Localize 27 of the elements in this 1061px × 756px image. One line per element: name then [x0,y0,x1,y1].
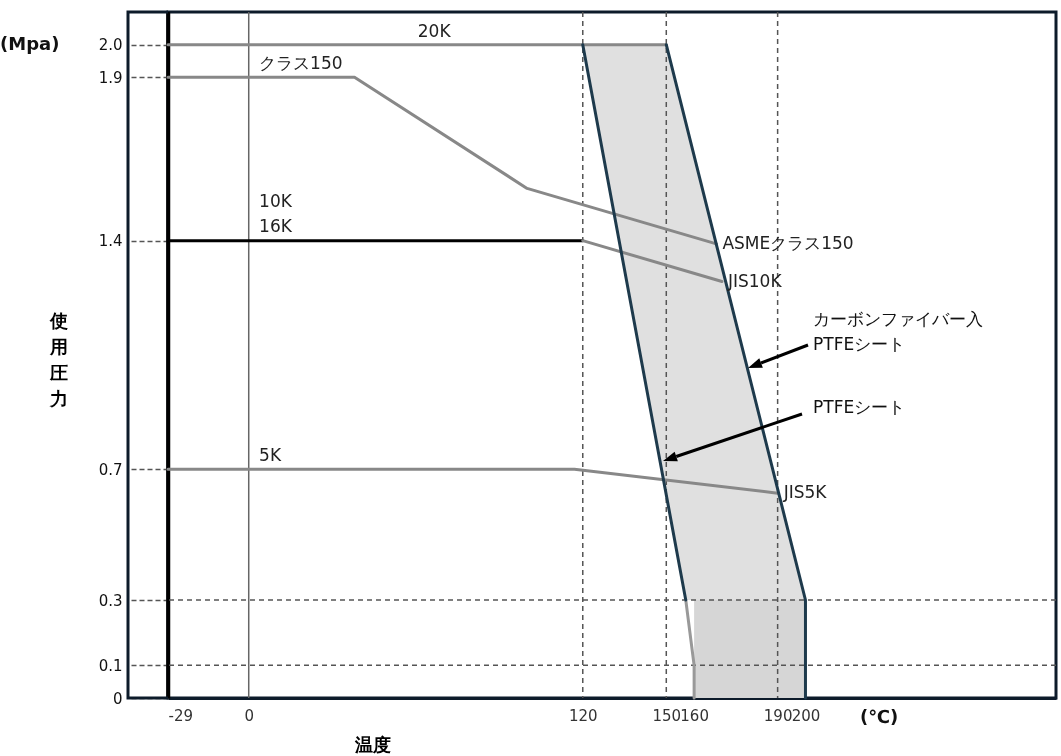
annotation: JIS5K [782,482,828,503]
x-tick-label: 190 [763,706,793,725]
y-tick-label: 0.1 [98,656,123,675]
x-tick-label: 120 [568,706,598,725]
y-axis-title: 使用圧力 [48,309,68,409]
y-tick-label: 1.4 [98,232,123,251]
annotation: JIS10K [726,270,783,291]
x-tick-label: 160 [680,706,709,725]
y-tick-label: 1.9 [98,68,123,87]
annotation: カーボンファイバー入 PTFEシート [813,309,983,354]
annotation: PTFEシート [813,397,906,417]
y-tick-label: 2.0 [98,36,123,55]
y-tick-label: 0.7 [98,460,123,479]
x-tick-label: 150 [652,706,682,725]
x-tick-label: -29 [168,706,193,725]
y-tick-label: 0.3 [98,591,123,610]
text: (℃) [860,706,899,727]
annotation: クラス150 [259,53,343,74]
annotation: 20K [417,20,452,41]
x-axis-title: 温度 [353,733,391,755]
annotation: 5K [259,445,282,466]
annotation: ASMEクラス150 [722,232,854,253]
x-tick-label: 200 [791,706,821,725]
text: (Mpa) [0,33,60,54]
x-tick-label: 0 [244,706,254,725]
annotation: 10K 16K [259,190,293,236]
y-tick-label: 0 [112,689,123,708]
